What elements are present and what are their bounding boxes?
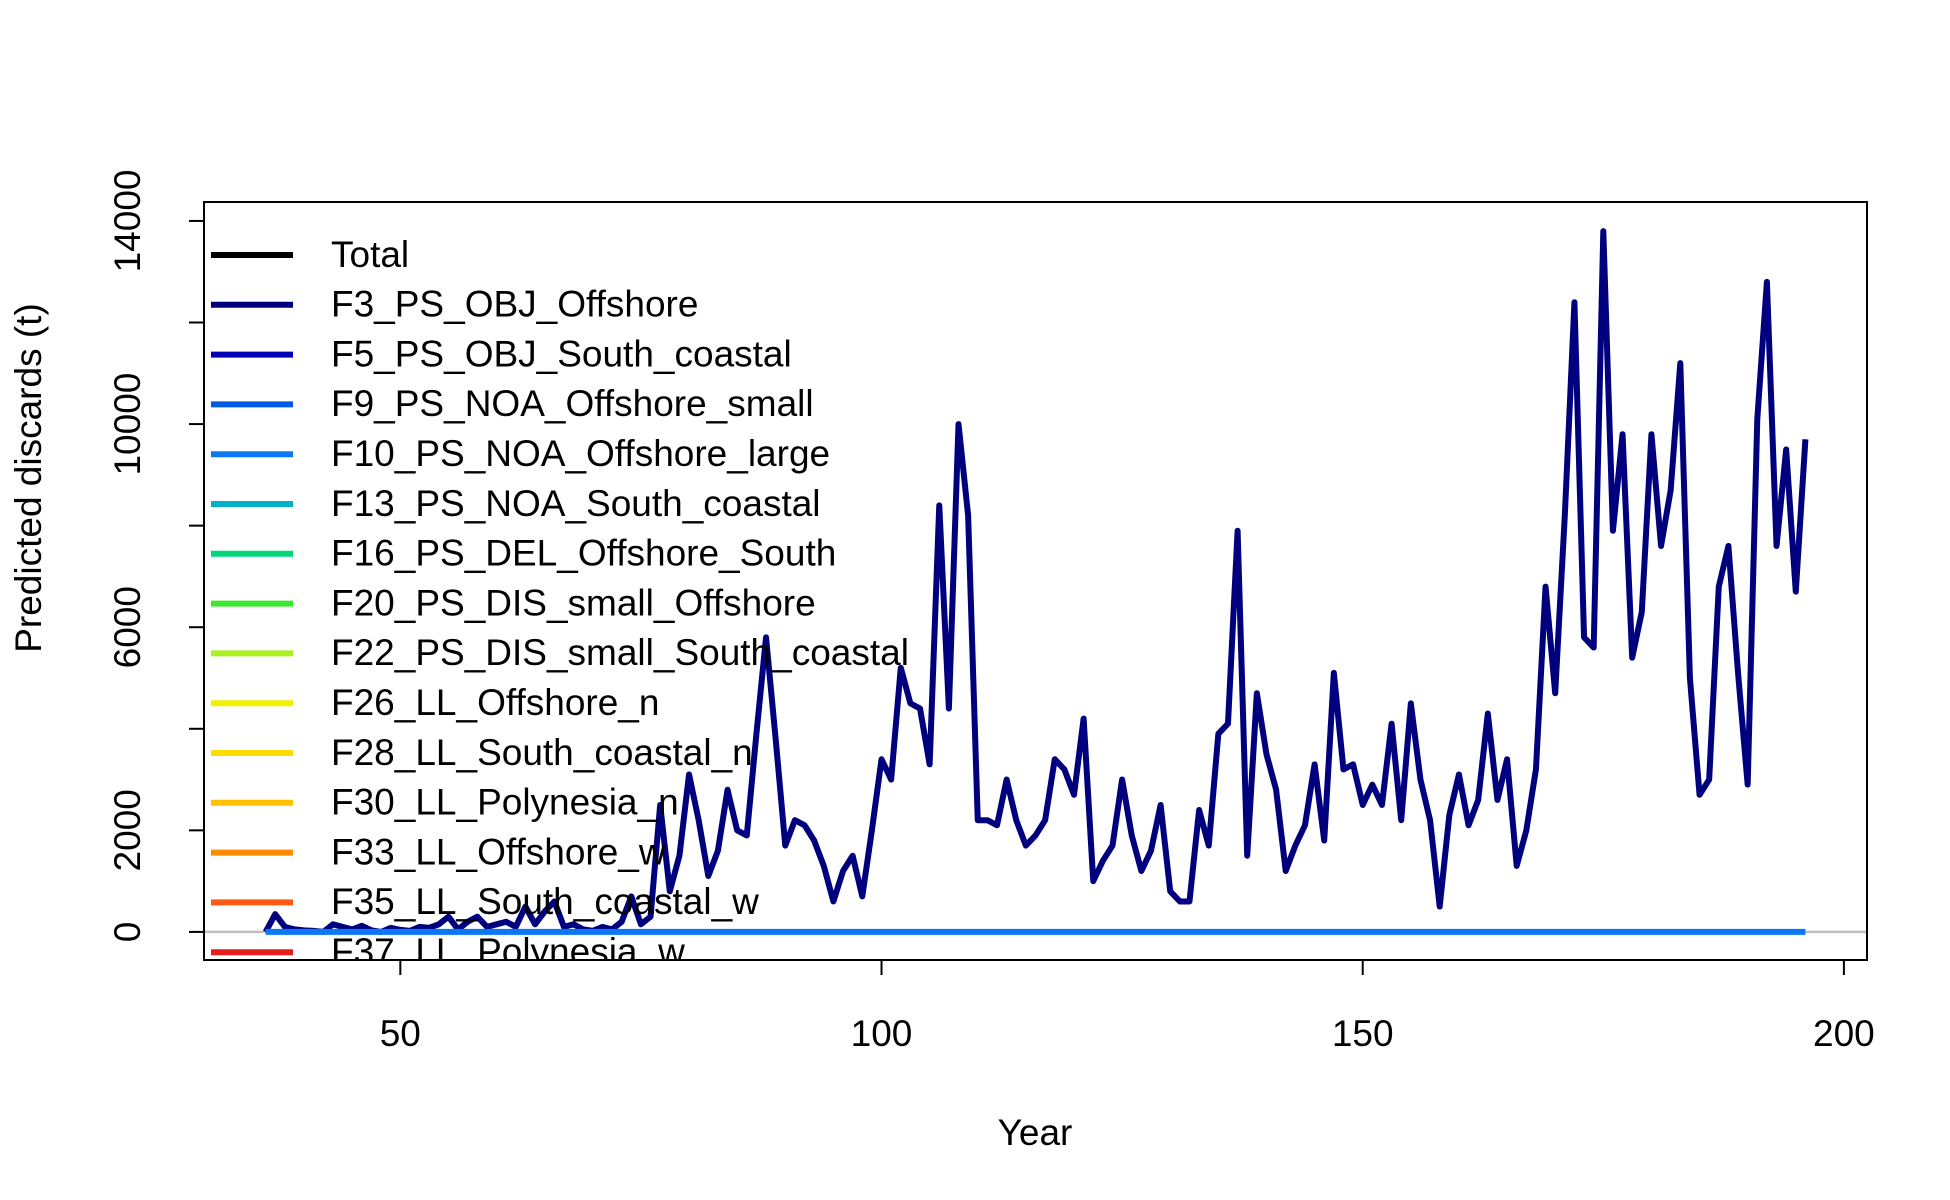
legend-label: F28_LL_South_coastal_n (331, 732, 753, 773)
legend-label: F35_LL_South_coastal_w (331, 881, 759, 922)
legend-label: F16_PS_DEL_Offshore_South (331, 533, 836, 574)
x-axis-label: Year (998, 1112, 1073, 1153)
legend-label: F26_LL_Offshore_n (331, 682, 659, 723)
legend-label: F33_LL_Offshore_w (331, 831, 666, 872)
legend-label: F10_PS_NOA_Offshore_large (331, 433, 830, 474)
y-axis-label: Predicted discards (t) (8, 303, 49, 653)
y-tick-label: 2000 (107, 789, 148, 871)
legend-label: F3_PS_OBJ_Offshore (331, 284, 698, 325)
legend-label: F22_PS_DIS_small_South_coastal (331, 632, 909, 673)
y-tick-label: 0 (107, 922, 148, 943)
plot-frame (203, 201, 1868, 961)
y-tick-label: 10000 (107, 373, 148, 476)
legend-label: F30_LL_Polynesia_n (331, 782, 679, 823)
legend-label: Total (331, 234, 409, 275)
x-tick-label: 50 (380, 1013, 421, 1054)
legend-label: F5_PS_OBJ_South_coastal (331, 333, 792, 374)
legend-label: F9_PS_NOA_Offshore_small (331, 383, 814, 424)
legend-label: F37_LL_Polynesia_w (331, 931, 685, 972)
x-tick-label: 100 (851, 1013, 913, 1054)
x-tick-label: 150 (1332, 1013, 1394, 1054)
x-tick-label: 200 (1813, 1013, 1875, 1054)
legend-label: F13_PS_NOA_South_coastal (331, 483, 821, 524)
legend-label: F20_PS_DIS_small_Offshore (331, 582, 816, 623)
plot-area: Total F3_PS_OBJ_Offshore F5_PS_OBJ_South_c… (204, 228, 1867, 972)
y-tick-label: 14000 (107, 169, 148, 272)
y-tick-label: 6000 (107, 586, 148, 668)
series-line (262, 228, 1809, 935)
